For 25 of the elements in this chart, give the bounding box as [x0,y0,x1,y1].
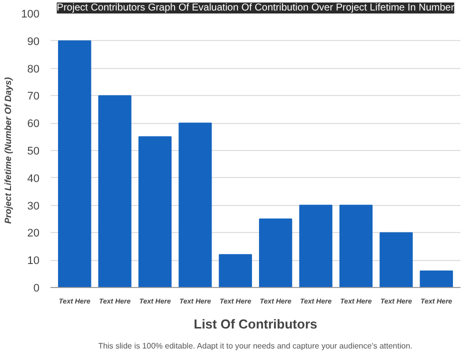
y-tick-label: 70 [27,90,40,103]
y-tick-label: 10 [27,255,40,268]
bar [98,95,132,288]
y-tick-label: 100 [21,8,40,20]
y-tick-label: 80 [27,63,40,76]
y-axis-title: Project Lifetime (Number Of Days) [3,77,14,224]
y-tick-label: 60 [27,118,40,130]
bar [259,218,292,288]
bar [420,270,453,288]
text: This slide is 100% editable. Adapt it to your needs and capture your audience's attention. [98,342,412,350]
y-tick-label: 0 [33,282,40,294]
y-tick-label: 50 [27,146,40,158]
bar [138,136,172,288]
y-tick-label: 20 [27,228,40,240]
chart-title: Project Contributors Graph Of Evaluation Of Contribution Over Project Lifetime In Number [56,2,455,14]
bar [380,232,413,288]
y-tick-label: 90 [27,36,40,48]
bar [299,204,332,288]
bar [58,40,92,288]
y-tick-label: 40 [27,172,40,185]
bar [339,204,373,288]
y-tick-label: 30 [27,200,40,212]
bar [218,254,252,288]
bar [178,122,212,288]
x-axis-title: List Of Contributors [194,316,318,332]
